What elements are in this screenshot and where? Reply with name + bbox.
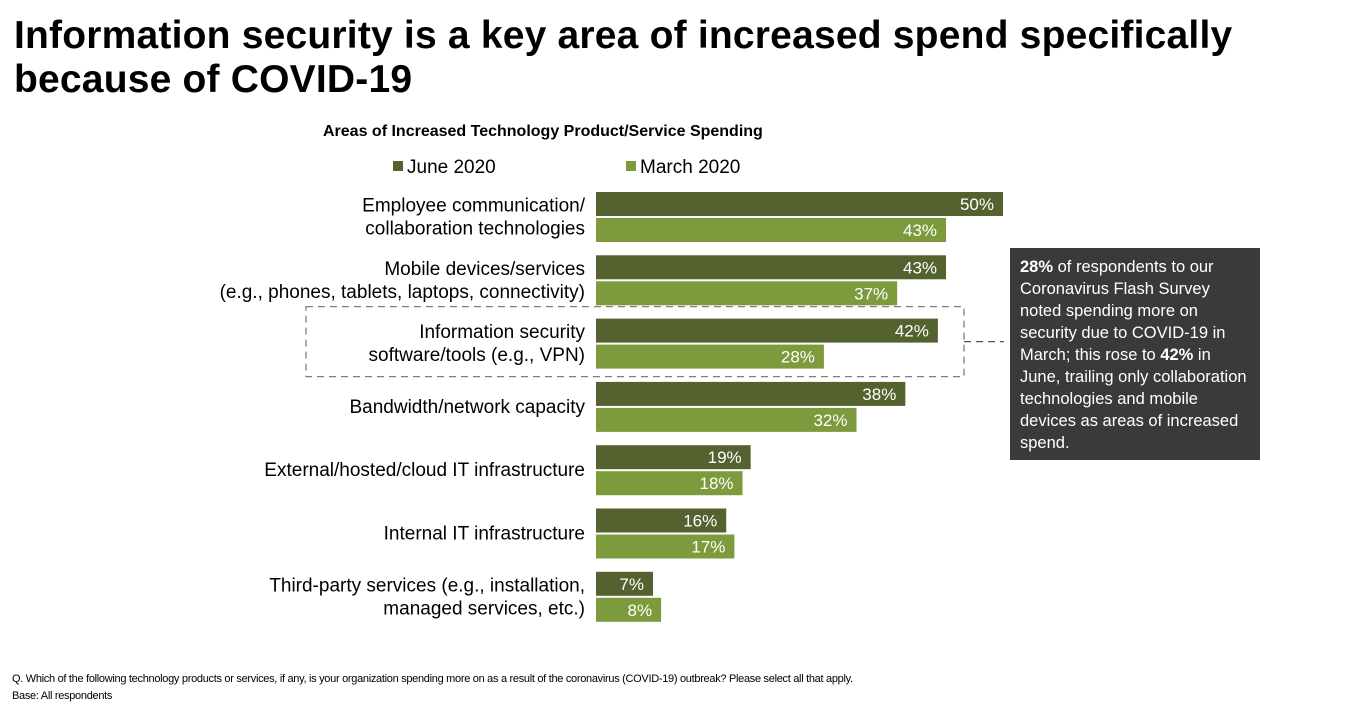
callout-text-1: of respondents to our Coronavirus Flash … — [1020, 258, 1226, 364]
data-label-march: 37% — [854, 284, 888, 303]
data-label-june: 38% — [862, 385, 896, 404]
data-label-march: 32% — [813, 411, 847, 430]
bar-june — [596, 571, 653, 596]
bar-march — [596, 218, 947, 242]
category-label: collaboration technologies — [365, 219, 585, 240]
data-label-march: 8% — [628, 601, 653, 620]
bar-march — [596, 597, 662, 622]
highlight-box — [305, 305, 965, 378]
category-label: External/hosted/cloud IT infrastructure — [264, 460, 585, 481]
callout-pct-march: 28% — [1020, 258, 1054, 276]
callout-box: 28% of respondents to our Coronavirus Fl… — [1010, 248, 1260, 460]
legend-item-march: March 2020 — [626, 157, 740, 179]
category-label: Information security — [419, 322, 585, 343]
category-label: Third-party services (e.g., installation… — [269, 575, 585, 596]
category-label: Bandwidth/network capacity — [349, 397, 585, 418]
bar-march — [596, 344, 824, 369]
data-label-june: 42% — [895, 322, 929, 341]
data-label-june: 7% — [619, 575, 644, 594]
chart-title: Areas of Increased Technology Product/Se… — [323, 123, 763, 140]
data-label-june: 43% — [903, 258, 937, 277]
bar-june — [596, 381, 906, 406]
bar-june — [596, 445, 751, 470]
category-label: managed services, etc.) — [383, 598, 585, 619]
bar-june — [596, 255, 947, 280]
data-label-march: 18% — [699, 474, 733, 493]
bar-march — [596, 471, 743, 496]
legend-swatch-march — [626, 160, 636, 171]
bar-march — [596, 534, 735, 559]
data-label-march: 17% — [691, 538, 725, 557]
category-label: Employee communication/ — [362, 196, 586, 217]
footnote-base: Base: All respondents — [12, 690, 113, 702]
legend-swatch-june — [393, 160, 403, 171]
page-title: Information security is a key area of in… — [14, 14, 1233, 101]
data-label-march: 43% — [903, 221, 937, 240]
data-label-march: 28% — [781, 348, 815, 367]
category-label: (e.g., phones, tablets, laptops, connect… — [220, 282, 585, 303]
legend-item-june: June 2020 — [393, 157, 496, 179]
category-label: software/tools (e.g., VPN) — [369, 345, 585, 366]
callout-text-2: in June, trailing only collaboration tec… — [1020, 346, 1247, 452]
bar-march — [596, 407, 857, 432]
category-label: Mobile devices/services — [384, 259, 585, 280]
legend-label-march: March 2020 — [640, 157, 741, 178]
bar-june — [596, 318, 938, 343]
bar-june — [596, 508, 727, 533]
category-label: Internal IT infrastructure — [384, 524, 585, 545]
bar-june — [596, 192, 1003, 216]
data-label-june: 19% — [708, 448, 742, 467]
footnote-question: Q. Which of the following technology pro… — [12, 673, 853, 685]
data-label-june: 50% — [960, 195, 994, 214]
data-label-june: 16% — [683, 512, 717, 531]
bar-march — [596, 281, 898, 306]
callout-pct-june: 42% — [1160, 346, 1194, 364]
legend-label-june: June 2020 — [407, 157, 496, 178]
